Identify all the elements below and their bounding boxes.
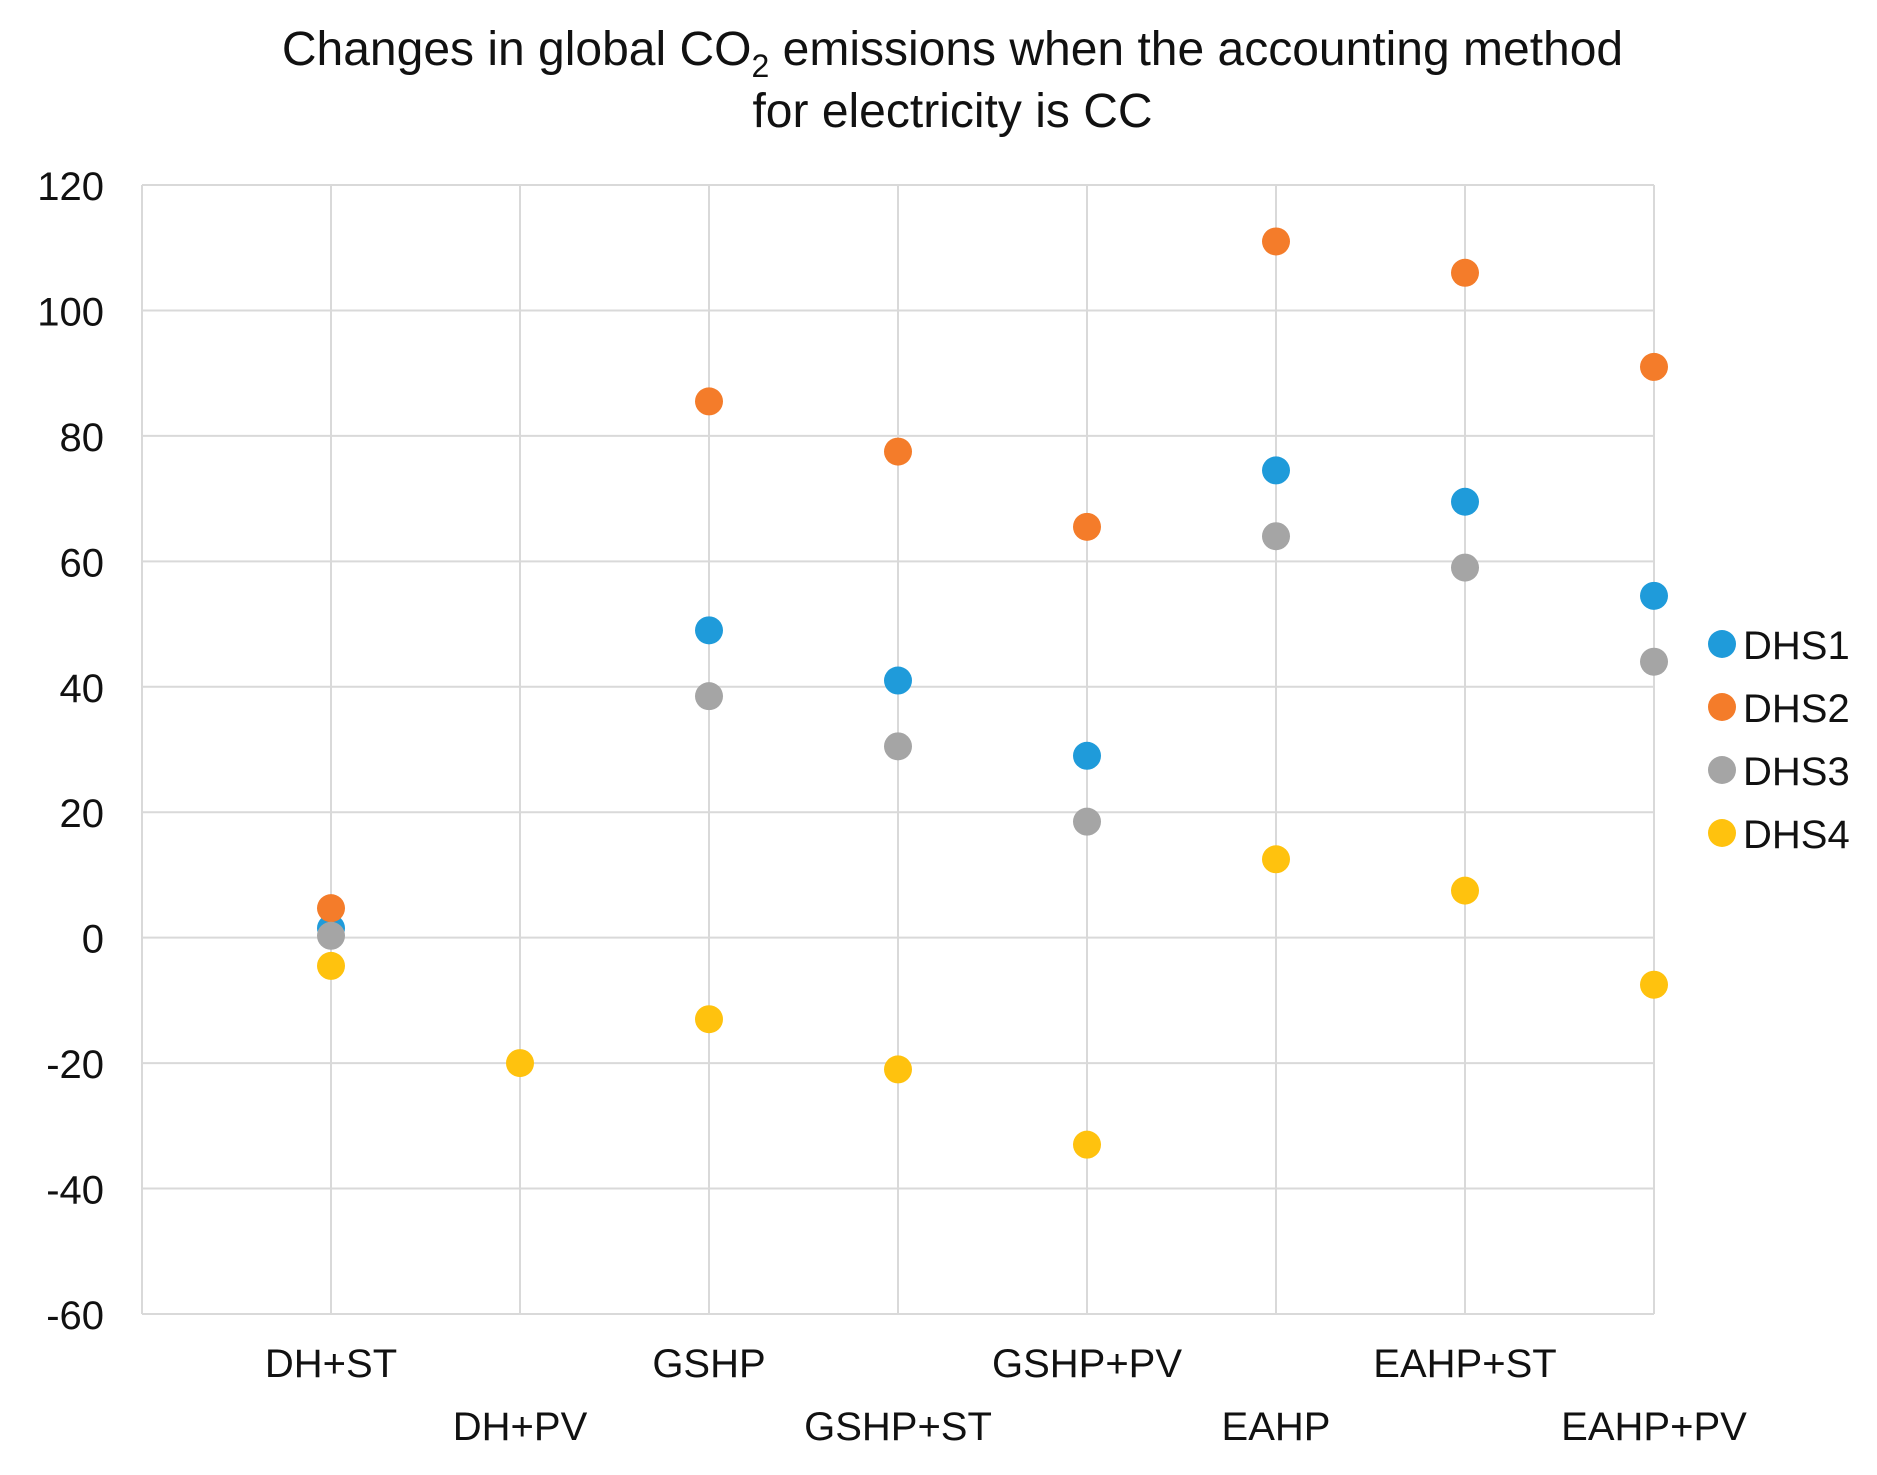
- data-point-dhs4: [1451, 876, 1479, 905]
- data-point-dhs4: [1262, 845, 1290, 874]
- y-tick-label: -40: [46, 1169, 104, 1213]
- chart-title-text: Changes in global CO: [281, 23, 752, 76]
- x-tick-label: EAHP: [1222, 1405, 1331, 1449]
- chart-title-line-2: for electricity is CC: [752, 85, 1153, 138]
- data-point-dhs2: [1073, 512, 1101, 541]
- data-point-dhs2: [1451, 258, 1479, 287]
- y-tick-label: 60: [60, 541, 105, 585]
- data-point-dhs4: [317, 951, 345, 980]
- legend-label: DHS1: [1743, 624, 1850, 668]
- data-point-dhs3: [884, 732, 912, 761]
- data-point-dhs2: [1262, 227, 1290, 256]
- data-point-dhs3: [695, 682, 723, 711]
- data-point-dhs3: [1073, 807, 1101, 836]
- x-tick-label: EAHP+PV: [1561, 1405, 1747, 1449]
- y-tick-label: -20: [46, 1043, 104, 1087]
- data-point-dhs4: [1073, 1130, 1101, 1159]
- y-tick-label: 20: [60, 792, 105, 836]
- legend-label: DHS4: [1743, 813, 1850, 857]
- data-points: [317, 227, 1668, 1159]
- chart-title-subscript: 2: [751, 48, 770, 84]
- data-point-dhs1: [1262, 456, 1290, 485]
- y-tick-label: 40: [60, 667, 105, 711]
- legend-label: DHS2: [1743, 687, 1850, 731]
- y-tick-label: 80: [60, 416, 105, 460]
- legend-label: DHS3: [1743, 750, 1850, 794]
- data-point-dhs4: [884, 1055, 912, 1084]
- data-point-dhs3: [317, 921, 345, 950]
- data-point-dhs2: [695, 387, 723, 416]
- grid: [142, 184, 1655, 1315]
- data-point-dhs3: [1451, 553, 1479, 582]
- x-tick-label: GSHP+ST: [804, 1405, 992, 1449]
- data-point-dhs4: [695, 1005, 723, 1034]
- data-point-dhs1: [695, 616, 723, 645]
- data-point-dhs2: [317, 894, 345, 923]
- x-tick-label: DH+ST: [265, 1342, 397, 1386]
- axes: [141, 185, 1654, 1315]
- legend-marker: [1708, 756, 1736, 784]
- data-point-dhs1: [1451, 487, 1479, 516]
- legend-marker: [1708, 630, 1736, 658]
- y-tick-label: 120: [37, 165, 104, 209]
- data-point-dhs1: [1640, 581, 1668, 610]
- data-point-dhs4: [506, 1049, 534, 1078]
- legend-marker: [1708, 693, 1736, 721]
- y-tick-label: -60: [46, 1294, 104, 1338]
- y-axis-tick-labels: 120 100 80 60 40 20 0 -20 -40 -60: [37, 165, 104, 1338]
- data-point-dhs3: [1262, 522, 1290, 551]
- x-tick-label: DH+PV: [453, 1405, 588, 1449]
- x-tick-label: GSHP: [652, 1342, 765, 1386]
- data-point-dhs1: [884, 666, 912, 695]
- x-tick-label: EAHP+ST: [1373, 1342, 1556, 1386]
- data-point-dhs1: [1073, 741, 1101, 770]
- x-tick-label: GSHP+PV: [992, 1342, 1182, 1386]
- data-point-dhs2: [1640, 352, 1668, 381]
- chart-title: Changes in global CO2 emissions when the…: [0, 22, 1877, 84]
- y-tick-label: 0: [82, 918, 104, 962]
- data-point-dhs4: [1640, 970, 1668, 999]
- legend-marker: [1708, 819, 1736, 847]
- y-tick-label: 100: [37, 290, 104, 334]
- legend: DHS1 DHS2 DHS3 DHS4: [1708, 624, 1850, 857]
- data-point-dhs3: [1640, 647, 1668, 676]
- data-point-dhs2: [884, 437, 912, 466]
- chart-title-text-continued: emissions when the accounting method: [769, 23, 1624, 76]
